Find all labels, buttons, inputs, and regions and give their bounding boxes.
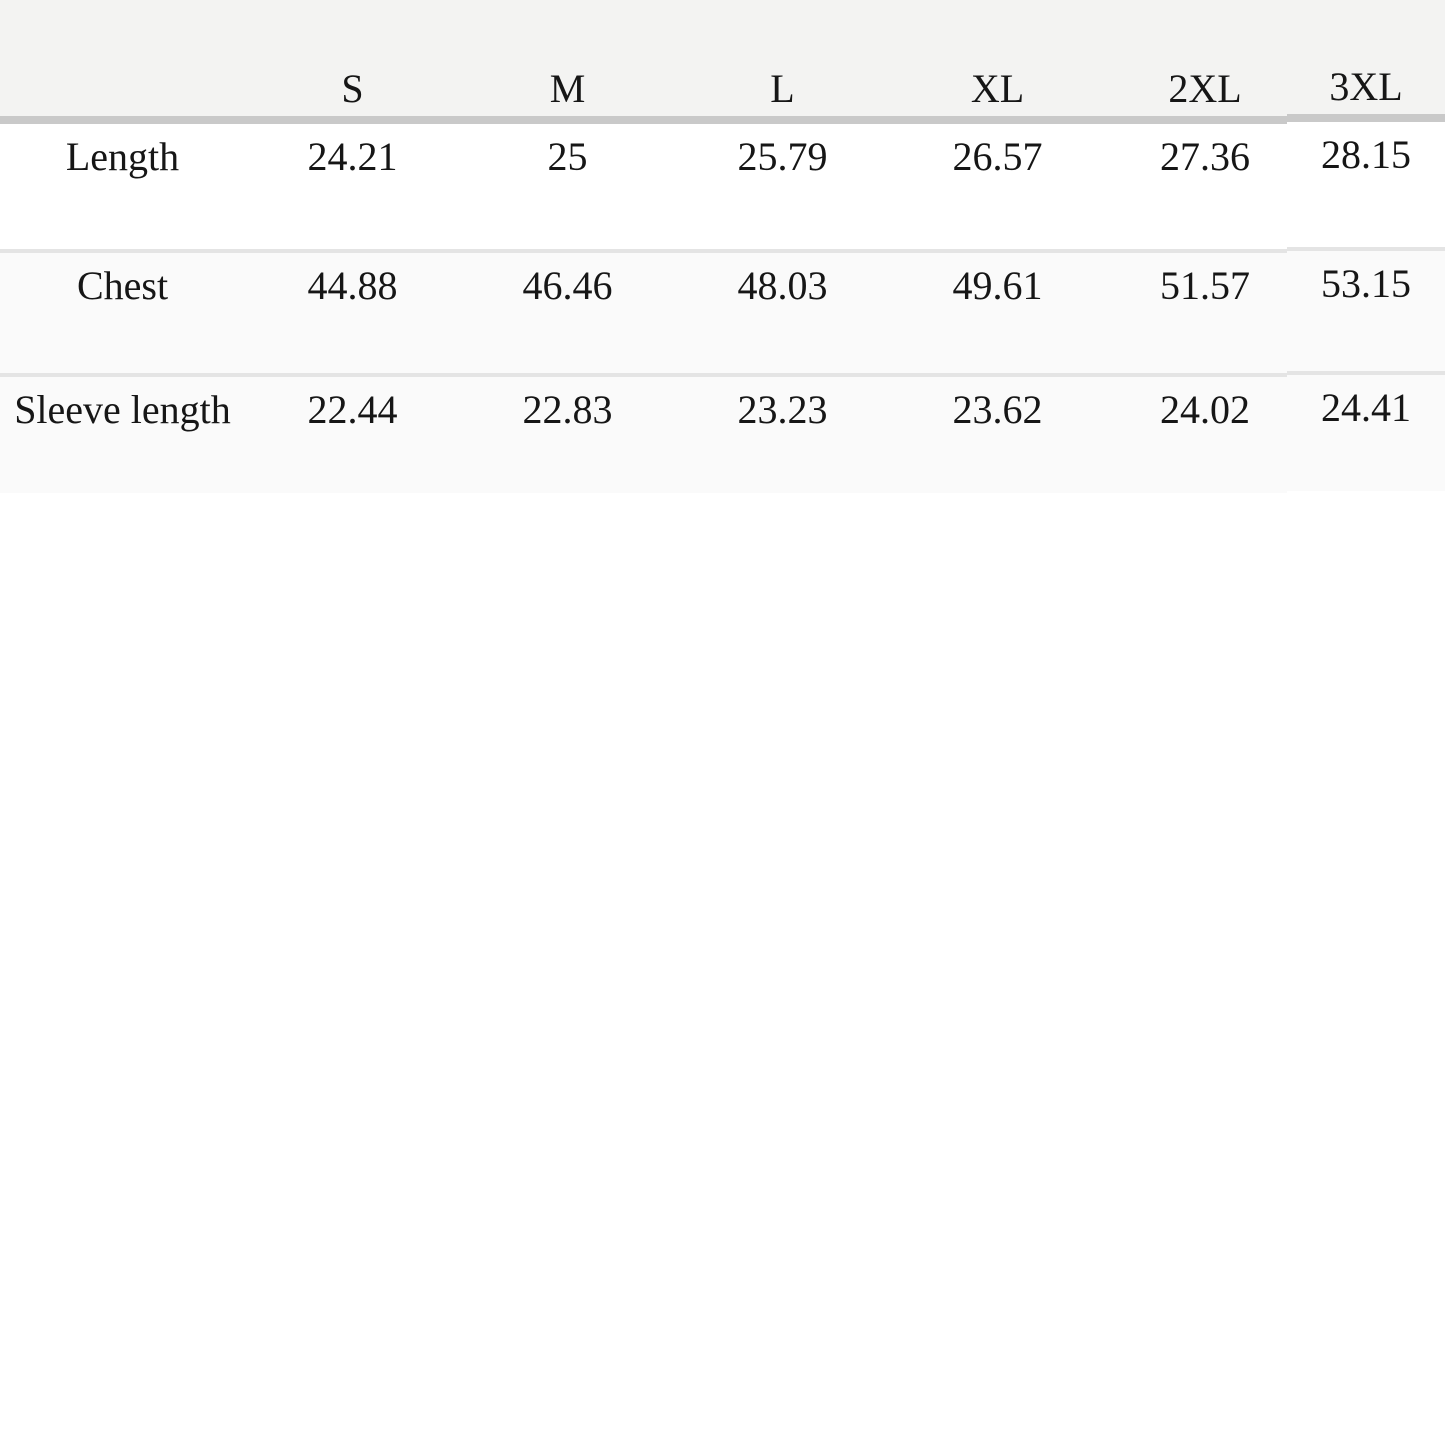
table-header-row: S M L XL 2XL xyxy=(0,0,1287,116)
row-label-chest: Chest xyxy=(76,263,169,308)
table-row-chest: Chest 44.88 46.46 48.03 49.61 51.57 xyxy=(0,249,1287,373)
column-header-s: S xyxy=(341,66,364,111)
table-cell: 25.79 xyxy=(737,134,828,179)
table-header-row: 3XL xyxy=(1287,0,1445,114)
table-row-length: 28.15 xyxy=(1287,122,1445,247)
row-label-length: Length xyxy=(65,134,180,179)
table-cell: 24.21 xyxy=(307,134,398,179)
table-cell: 44.88 xyxy=(307,263,398,308)
table-cell: 26.57 xyxy=(952,134,1043,179)
table-cell: 53.15 xyxy=(1321,261,1411,306)
column-header-xl: XL xyxy=(970,66,1025,111)
size-chart-table: S M L XL 2XL Length 24.21 25 25.79 26.57… xyxy=(0,0,1287,493)
header-rule xyxy=(0,116,1287,124)
header-rule xyxy=(1287,114,1445,122)
table-cell: 24.41 xyxy=(1321,385,1411,430)
corner-cell xyxy=(0,112,245,116)
table-cell: 48.03 xyxy=(737,263,828,308)
table-row-sleeve-length: Sleeve length 22.44 22.83 23.23 23.62 24… xyxy=(0,373,1287,493)
column-header-l: L xyxy=(770,66,795,111)
table-cell: 49.61 xyxy=(952,263,1043,308)
table-cell: 46.46 xyxy=(522,263,613,308)
table-cell: 28.15 xyxy=(1321,132,1411,177)
table-cell: 25 xyxy=(547,134,588,179)
table-row-sleeve-length: 24.41 xyxy=(1287,371,1445,491)
table-cell: 23.23 xyxy=(737,387,828,432)
table-cell: 51.57 xyxy=(1160,263,1250,308)
table-row-chest: 53.15 xyxy=(1287,247,1445,371)
size-chart-table-3xl-strip: 3XL 28.15 53.15 24.41 xyxy=(1287,0,1445,491)
table-cell: 23.62 xyxy=(952,387,1043,432)
table-row-length: Length 24.21 25 25.79 26.57 27.36 xyxy=(0,124,1287,249)
table-cell: 22.83 xyxy=(522,387,613,432)
table-cell: 24.02 xyxy=(1160,387,1250,432)
table-cell: 22.44 xyxy=(307,387,398,432)
table-cell: 27.36 xyxy=(1160,134,1250,179)
column-header-3xl: 3XL xyxy=(1329,64,1403,109)
column-header-2xl: 2XL xyxy=(1168,66,1242,111)
column-header-m: M xyxy=(549,66,586,111)
row-label-sleeve-length: Sleeve length xyxy=(14,387,231,432)
